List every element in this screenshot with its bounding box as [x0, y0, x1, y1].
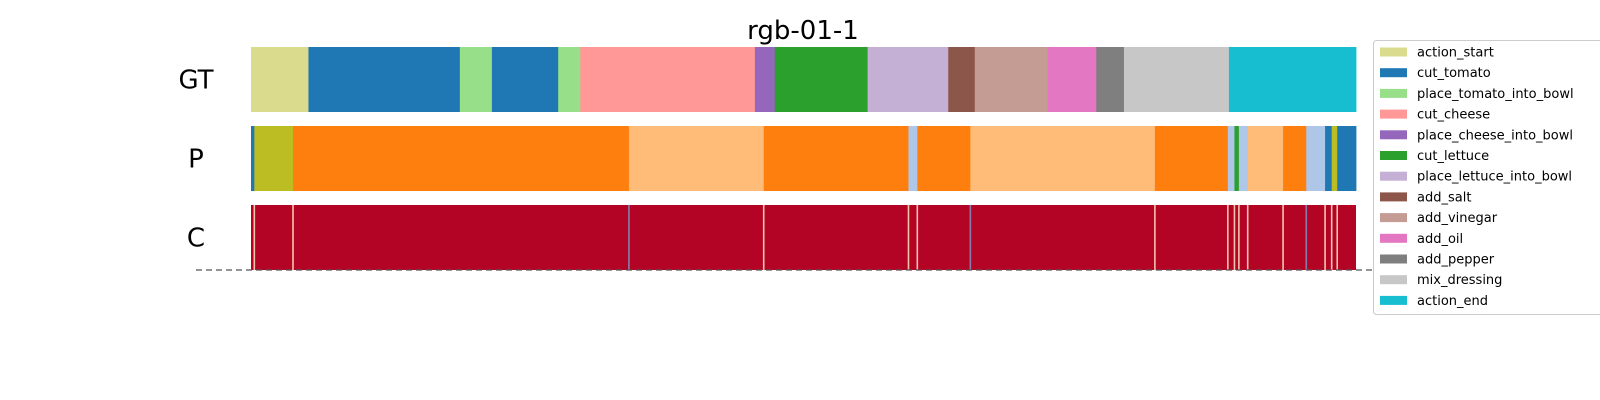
confidence-boundary — [292, 205, 294, 270]
confidence-boundary — [1227, 205, 1229, 270]
legend-swatch — [1380, 130, 1407, 140]
confidence-boundary — [1330, 205, 1333, 270]
segmentation-rows: GT P C — [178, 47, 1357, 270]
row-label: P — [188, 145, 204, 175]
legend-swatch — [1380, 88, 1407, 98]
segment-bar — [1123, 47, 1230, 112]
row-label: C — [187, 224, 205, 254]
legend-swatch — [1380, 171, 1407, 181]
segment-bar — [908, 126, 918, 191]
segment-bar — [628, 126, 765, 191]
legend-label: cut_cheese — [1417, 108, 1490, 123]
segment-bar — [1047, 47, 1097, 112]
segment-bar — [1096, 47, 1125, 112]
segment-bar — [867, 47, 949, 112]
segment-bar — [251, 47, 309, 112]
segment-bar — [1306, 126, 1326, 191]
segment-bar — [580, 47, 756, 112]
legend-label: place_lettuce_into_bowl — [1417, 170, 1572, 185]
row-c: C — [187, 205, 1356, 270]
segment-bar — [1154, 126, 1229, 191]
row-gt: GT — [178, 47, 1357, 112]
confidence-boundary — [969, 205, 972, 270]
row-p: P — [188, 126, 1357, 191]
legend-label: cut_lettuce — [1417, 149, 1489, 164]
legend-swatch — [1380, 275, 1407, 285]
legend-swatch — [1380, 151, 1407, 160]
legend-label: add_salt — [1417, 190, 1471, 205]
legend-swatch — [1380, 233, 1407, 243]
confidence-boundary — [1336, 205, 1339, 270]
segment-bar — [974, 47, 1049, 112]
confidence-boundary — [1233, 205, 1236, 270]
chart-title: rgb-01-1 — [747, 16, 859, 46]
confidence-boundary — [1305, 205, 1308, 270]
legend-label: cut_tomato — [1417, 66, 1491, 81]
legend-label: add_vinegar — [1417, 211, 1498, 226]
segment-bar — [251, 126, 255, 191]
row-label: GT — [178, 66, 213, 96]
confidence-boundary — [907, 205, 910, 270]
confidence-boundary — [1154, 205, 1156, 270]
legend-label: action_end — [1417, 294, 1488, 309]
confidence-boundary — [916, 205, 919, 270]
legend-label: action_start — [1417, 46, 1494, 61]
legend-label: place_cheese_into_bowl — [1417, 128, 1573, 143]
legend-label: add_pepper — [1417, 253, 1495, 268]
segment-bar — [491, 47, 559, 112]
segment-bar — [948, 47, 976, 112]
legend-label: mix_dressing — [1417, 273, 1502, 288]
confidence-boundary — [762, 205, 765, 270]
segment-bar — [917, 126, 971, 191]
confidence-boundary — [628, 205, 630, 270]
legend-swatch — [1380, 68, 1407, 78]
segment-bar — [1238, 126, 1249, 191]
segment-bar — [1234, 126, 1240, 191]
segment-bar — [1337, 126, 1357, 191]
segment-bar — [459, 47, 493, 112]
legend-swatch — [1380, 213, 1407, 223]
legend-swatch — [1380, 295, 1407, 305]
legend-label: place_tomato_into_bowl — [1417, 87, 1574, 102]
segment-bar — [970, 126, 1156, 191]
legend-swatch — [1380, 192, 1407, 202]
segment-bar — [1227, 126, 1235, 191]
segment-bar — [1247, 126, 1284, 191]
confidence-boundary — [1246, 205, 1249, 270]
confidence-boundary — [1324, 205, 1326, 270]
segment-bar — [254, 126, 294, 191]
segment-bar — [754, 47, 776, 112]
legend-label: add_oil — [1417, 232, 1463, 247]
legend-frame — [1373, 40, 1600, 315]
legend-swatch — [1380, 109, 1407, 119]
segment-bar — [308, 47, 461, 112]
segment-bar — [763, 126, 909, 191]
segment-bar — [1228, 47, 1357, 112]
legend-swatch — [1380, 254, 1407, 264]
legend-swatch — [1380, 47, 1407, 57]
confidence-boundary — [1282, 205, 1284, 270]
confidence-bar — [251, 205, 1356, 270]
segment-bar — [1325, 126, 1333, 191]
confidence-boundary — [1238, 205, 1240, 270]
segment-bar — [558, 47, 581, 112]
segment-bar — [774, 47, 868, 112]
segment-bar — [1331, 126, 1338, 191]
confidence-boundary — [253, 205, 256, 270]
segment-bar — [1283, 126, 1307, 191]
legend: action_start cut_tomato place_tomato_into_… — [1373, 40, 1600, 315]
segment-bar — [292, 126, 630, 191]
